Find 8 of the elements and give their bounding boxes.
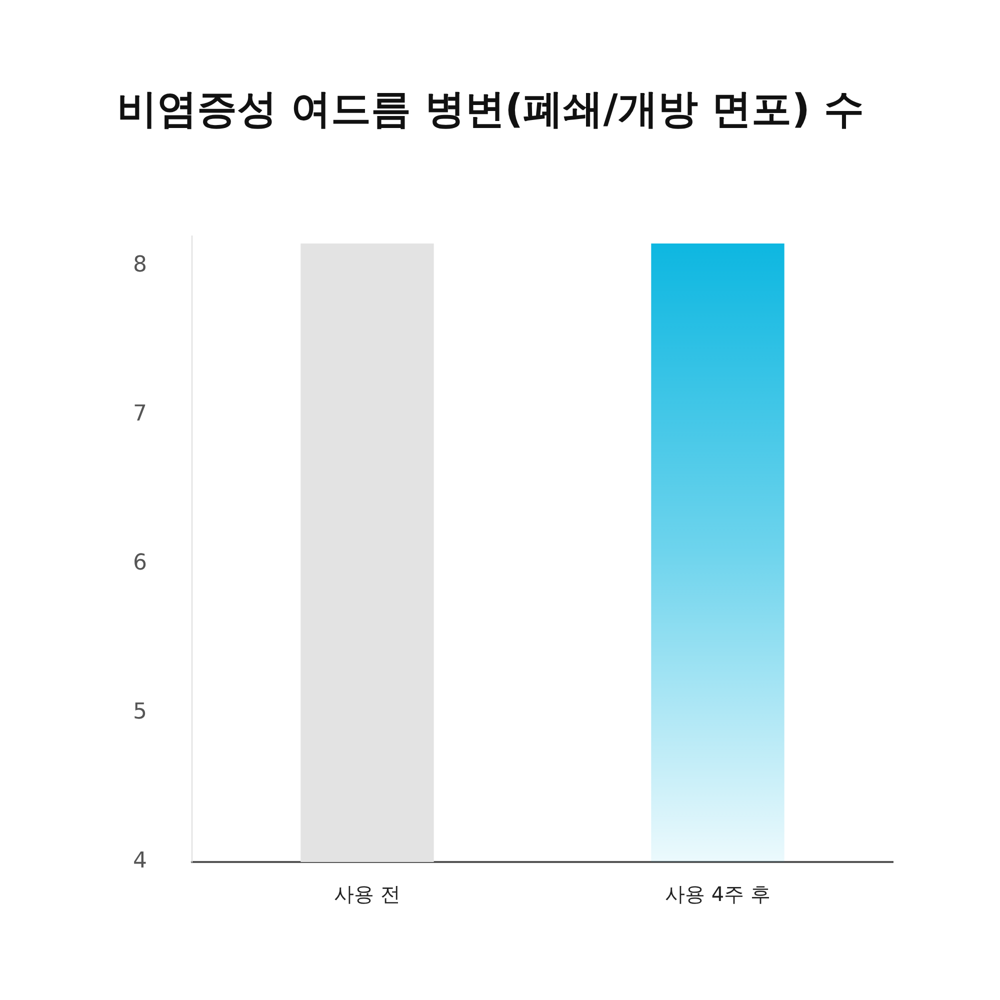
x-tick-label: 사용 전 bbox=[334, 882, 400, 906]
x-tick-label: 사용 4주 후 bbox=[665, 882, 770, 906]
y-tick-label: 6 bbox=[132, 550, 147, 576]
y-tick-label: 5 bbox=[132, 700, 147, 725]
y-tick-label: 8 bbox=[132, 252, 147, 278]
y-tick-label: 7 bbox=[132, 402, 147, 427]
y-tick-label: 4 bbox=[132, 848, 147, 874]
chart-title: 비염증성 여드름 병변(폐쇄/개방 면포) 수 bbox=[117, 86, 864, 132]
